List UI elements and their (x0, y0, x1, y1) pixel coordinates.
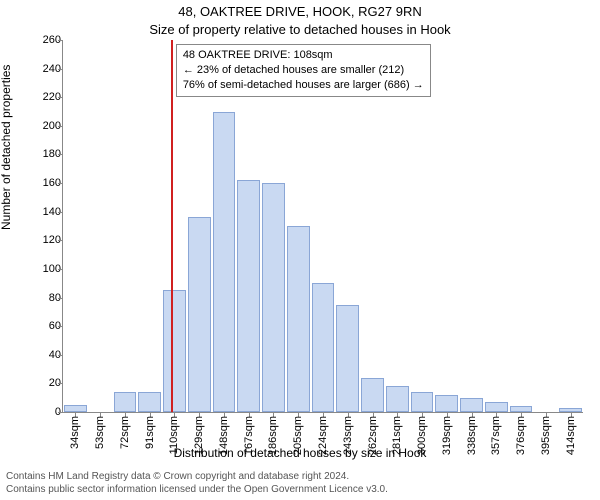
histogram-bar (114, 392, 137, 412)
footer-line1: Contains HM Land Registry data © Crown c… (6, 470, 594, 483)
histogram-bar (287, 226, 310, 412)
x-tick-label: 34sqm (69, 416, 81, 449)
histogram-bar (262, 183, 285, 412)
chart-title-address: 48, OAKTREE DRIVE, HOOK, RG27 9RN (0, 4, 600, 19)
annotation-line3: 76% of semi-detached houses are larger (… (183, 78, 424, 93)
x-tick-label: 72sqm (119, 416, 131, 449)
histogram-bar (64, 405, 87, 412)
y-tick-mark (58, 240, 63, 241)
y-tick-mark (58, 126, 63, 127)
histogram-bar (163, 290, 186, 412)
histogram-bar (435, 395, 458, 412)
property-size-chart: 48, OAKTREE DRIVE, HOOK, RG27 9RN Size o… (0, 0, 600, 500)
annotation-box: 48 OAKTREE DRIVE: 108sqm ← 23% of detach… (176, 44, 431, 97)
y-tick-mark (58, 298, 63, 299)
annotation-line1: 48 OAKTREE DRIVE: 108sqm (183, 48, 424, 63)
histogram-bar (237, 180, 260, 412)
x-axis-label: Distribution of detached houses by size … (0, 446, 600, 460)
histogram-bar (213, 112, 236, 412)
histogram-bar (312, 283, 335, 412)
y-tick-mark (58, 212, 63, 213)
plot-area: 48 OAKTREE DRIVE: 108sqm ← 23% of detach… (62, 40, 583, 413)
y-tick-mark (58, 355, 63, 356)
y-tick-mark (58, 183, 63, 184)
footer-attribution: Contains HM Land Registry data © Crown c… (6, 470, 594, 496)
histogram-bar (460, 398, 483, 412)
y-tick-mark (58, 383, 63, 384)
histogram-bar (485, 402, 508, 412)
histogram-bar (336, 305, 359, 412)
histogram-bar (386, 386, 409, 412)
histogram-bar (138, 392, 161, 412)
y-tick-mark (58, 40, 63, 41)
y-tick-mark (58, 269, 63, 270)
histogram-bar (411, 392, 434, 412)
chart-title-sub: Size of property relative to detached ho… (0, 22, 600, 37)
histogram-bar (188, 217, 211, 412)
annotation-line2: ← 23% of detached houses are smaller (21… (183, 63, 424, 78)
footer-line2: Contains public sector information licen… (6, 483, 594, 496)
x-tick-label: 91sqm (144, 416, 156, 449)
y-tick-mark (58, 412, 63, 413)
x-tick-label: 53sqm (94, 416, 106, 449)
y-tick-mark (58, 154, 63, 155)
property-marker-line (171, 40, 173, 412)
y-tick-mark (58, 97, 63, 98)
y-tick-mark (58, 326, 63, 327)
histogram-bar (361, 378, 384, 412)
y-tick-mark (58, 69, 63, 70)
y-axis-label: Number of detached properties (0, 65, 13, 230)
